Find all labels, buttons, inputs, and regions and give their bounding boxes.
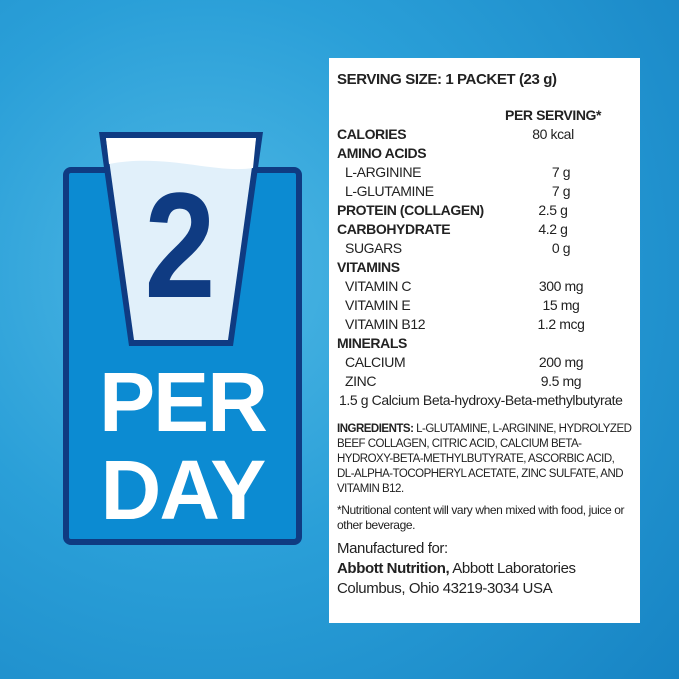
nutrient-label: ZINC	[345, 373, 377, 389]
badge-number: 2	[144, 161, 216, 329]
footnote: *Nutritional content will vary when mixe…	[337, 503, 625, 532]
ingredients-label: INGREDIENTS:	[337, 423, 414, 435]
company-bold: Abbott Nutrition,	[337, 560, 450, 577]
nutrient-label: VITAMINS	[337, 259, 400, 275]
nutrient-value: 80 kcal	[532, 126, 574, 142]
nutrient-value	[503, 334, 603, 353]
nutrient-value: 200 mg	[538, 354, 584, 370]
nutrient-value	[503, 258, 603, 277]
nutrient-row: SUGARS 0 g	[337, 239, 634, 258]
nutrient-row: L-GLUTAMINE 7 g	[337, 182, 634, 201]
cup-icon	[99, 132, 263, 346]
address: Columbus, Ohio 43219-3034 USA	[337, 580, 553, 597]
nutrient-row: MINERALS	[337, 334, 634, 353]
nutrient-value: 4.2 g	[538, 221, 568, 237]
nutrient-value: 300 mg	[538, 278, 584, 294]
nutrient-label: PROTEIN (COLLAGEN)	[337, 202, 484, 218]
nutrient-label: CALORIES	[337, 126, 407, 142]
per-serving-header: PER SERVING*	[505, 107, 602, 123]
nutrient-value: 1.2 mcg	[537, 316, 585, 332]
nutrient-row: ZINC 9.5 mg	[337, 372, 634, 391]
nutrient-row: VITAMIN C 300 mg	[337, 277, 634, 296]
company: Abbott Laboratories	[452, 560, 576, 577]
badge-text: PER DAY	[63, 358, 302, 534]
nutrient-label: AMINO ACIDS	[337, 145, 427, 161]
manufactured-for: Manufactured for:	[337, 540, 448, 557]
serving-size: SERVING SIZE: 1 PACKET (23 g)	[337, 71, 557, 88]
nutrient-row: PROTEIN (COLLAGEN) 2.5 g	[337, 201, 634, 220]
nutrient-label: CALCIUM	[345, 354, 406, 370]
nutrient-label: VITAMIN E	[345, 297, 411, 313]
nutrient-value: 7 g	[551, 183, 571, 199]
nutrient-label: L-GLUTAMINE	[345, 183, 434, 199]
nutrition-panel: SERVING SIZE: 1 PACKET (23 g) PER SERVIN…	[329, 58, 640, 623]
nutrient-value: 0 g	[551, 240, 571, 256]
badge-line2: DAY	[100, 443, 267, 537]
nutrient-row: CALCIUM 200 mg	[337, 353, 634, 372]
nutrient-value: 2.5 g	[538, 202, 568, 218]
nutrient-row: CALORIES 80 kcal	[337, 125, 634, 144]
nutrient-row: VITAMIN E 15 mg	[337, 296, 634, 315]
nutrient-value	[503, 144, 603, 163]
nutrient-row: CARBOHYDRATE 4.2 g	[337, 220, 634, 239]
nutrient-value: 15 mg	[542, 297, 580, 313]
ingredients: INGREDIENTS: L-GLUTAMINE, L-ARGININE, HY…	[337, 422, 634, 497]
nutrient-row: AMINO ACIDS	[337, 144, 634, 163]
ingredients-text: L-GLUTAMINE, L-ARGININE, HYDROLYZED BEEF…	[337, 423, 632, 495]
hmb-note: 1.5 g Calcium Beta-hydroxy-Beta-methylbu…	[339, 392, 623, 408]
nutrient-row: VITAMINS	[337, 258, 634, 277]
nutrient-label: SUGARS	[345, 240, 402, 256]
nutrient-row: VITAMIN B12 1.2 mcg	[337, 315, 634, 334]
nutrient-label: VITAMIN C	[345, 278, 412, 294]
nutrient-value: 7 g	[551, 164, 571, 180]
manufacturer: Manufactured for: Abbott Nutrition, Abbo…	[337, 539, 634, 599]
badge-line1: PER	[99, 355, 268, 449]
nutrient-label: L-ARGININE	[345, 164, 422, 180]
nutrient-label: MINERALS	[337, 335, 407, 351]
nutrient-row: L-ARGININE 7 g	[337, 163, 634, 182]
nutrient-value: 9.5 mg	[540, 373, 582, 389]
nutrient-label: CARBOHYDRATE	[337, 221, 451, 237]
nutrient-label: VITAMIN B12	[345, 316, 426, 332]
